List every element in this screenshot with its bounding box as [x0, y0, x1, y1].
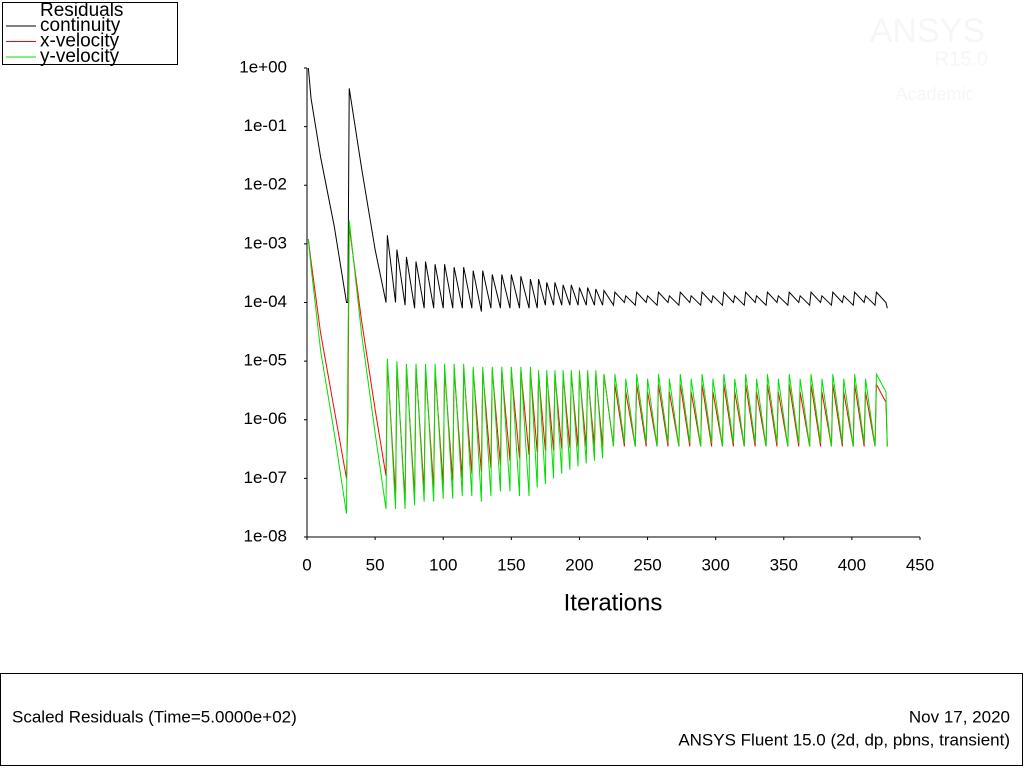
y-tick-label: 1e-07: [244, 468, 287, 487]
footer-software: ANSYS Fluent 15.0 (2d, dp, pbns, transie…: [678, 730, 1010, 749]
x-tick-label: 150: [497, 555, 525, 574]
y-tick-label: 1e-05: [244, 351, 287, 370]
x-tick-label: 0: [302, 555, 311, 574]
x-tick-label: 350: [770, 555, 798, 574]
y-tick-label: 1e-01: [244, 116, 287, 135]
y-tick-label: 1e-04: [244, 292, 287, 311]
series-line: [307, 220, 888, 514]
watermark: R15.0: [935, 48, 988, 70]
x-tick-label: 50: [366, 555, 385, 574]
x-tick-label: 450: [906, 555, 934, 574]
legend-title: Residuals: [40, 0, 123, 21]
legend-label: continuity: [40, 15, 121, 36]
series-line: [307, 67, 888, 312]
footer-caption: Scaled Residuals (Time=5.0000e+02): [12, 707, 297, 726]
x-tick-label: 100: [429, 555, 457, 574]
y-tick-label: 1e-06: [244, 409, 287, 428]
x-axis-title: Iterations: [564, 589, 663, 616]
y-tick-label: 1e-03: [244, 233, 287, 252]
legend-box: [2, 2, 178, 65]
x-tick-label: 250: [633, 555, 661, 574]
y-tick-label: 1e+00: [239, 57, 287, 76]
y-tick-label: 1e-08: [244, 526, 287, 545]
x-tick-label: 200: [565, 555, 593, 574]
watermark: Academic: [895, 84, 974, 104]
legend-label: x-velocity: [40, 31, 120, 52]
footer-date: Nov 17, 2020: [909, 707, 1010, 726]
x-tick-label: 400: [838, 555, 866, 574]
footer-box: [0, 673, 1023, 766]
x-tick-label: 300: [701, 555, 729, 574]
legend-label: y-velocity: [40, 46, 120, 67]
watermark: ANSYS: [870, 12, 985, 50]
y-tick-label: 1e-02: [244, 175, 287, 194]
